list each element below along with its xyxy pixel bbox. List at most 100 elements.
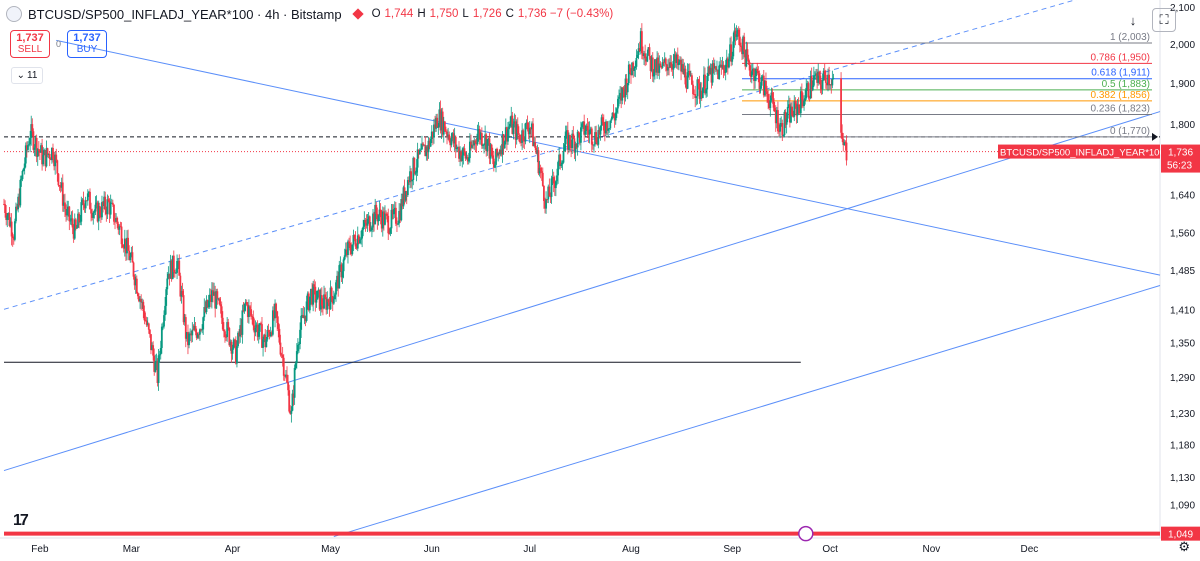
candle-body xyxy=(332,299,335,304)
candle-body xyxy=(631,62,633,76)
candle-body xyxy=(387,215,390,234)
candle-body xyxy=(228,327,231,346)
candle-body xyxy=(374,204,377,225)
buy-button[interactable]: 1,737 BUY xyxy=(67,30,108,58)
candle-body xyxy=(125,238,127,254)
candle-body xyxy=(591,144,594,146)
candle-body xyxy=(751,68,754,72)
candle-body xyxy=(65,208,67,216)
indicators-toggle[interactable]: ⌄ 11 xyxy=(11,67,43,84)
candle-body xyxy=(427,140,430,153)
candle-body xyxy=(324,294,327,298)
candle-body xyxy=(35,137,38,157)
candle-body xyxy=(687,70,690,73)
candle-body xyxy=(659,63,662,66)
candle-body xyxy=(280,354,283,356)
candle-body xyxy=(398,210,401,224)
candle-body xyxy=(279,342,282,355)
candle-body xyxy=(603,130,606,134)
candle-body xyxy=(831,78,834,86)
candle-body xyxy=(551,177,554,179)
symbol-logo-icon xyxy=(6,6,22,22)
candle-body xyxy=(458,147,460,159)
candle-body xyxy=(185,332,188,339)
candle-body xyxy=(256,324,259,337)
candle-body xyxy=(578,133,581,143)
candle-body xyxy=(793,101,796,117)
candle-body xyxy=(491,155,494,159)
symbol-title[interactable]: BTCUSD/SP500_INFLADJ_YEAR*100 · 4h · Bit… xyxy=(28,6,342,22)
candle-body xyxy=(418,149,421,155)
candle-body xyxy=(724,64,727,73)
candle-body xyxy=(179,275,182,297)
candle-body xyxy=(277,322,280,329)
maximize-icon[interactable]: ⛶ xyxy=(1152,8,1176,32)
candle-body xyxy=(532,123,534,147)
candle-body xyxy=(366,219,369,226)
candle-body xyxy=(214,291,217,309)
candle-body xyxy=(517,133,520,135)
candle-body xyxy=(589,128,592,130)
candle-body xyxy=(177,260,180,262)
candle-body xyxy=(43,150,46,155)
candle-body xyxy=(8,213,11,226)
candle-body xyxy=(495,148,497,165)
candle-body xyxy=(459,151,461,159)
candle-body xyxy=(83,204,86,209)
candle-body xyxy=(199,329,201,335)
y-tick-label: 1,800 xyxy=(1170,120,1195,131)
candle-body xyxy=(363,220,366,227)
candle-body xyxy=(381,211,384,229)
candle-body xyxy=(657,57,660,73)
candle-body xyxy=(639,31,642,52)
candle-body xyxy=(507,129,509,142)
candle-body xyxy=(595,132,598,143)
candle-body xyxy=(453,136,456,144)
candle-body xyxy=(96,202,99,222)
candle-body xyxy=(270,332,273,335)
candle-body xyxy=(685,84,688,89)
candle-body xyxy=(818,71,821,76)
candle-body xyxy=(64,202,66,209)
candle-body xyxy=(373,213,375,225)
candle-body xyxy=(62,202,65,206)
candle-body xyxy=(288,390,291,412)
candle-body xyxy=(735,34,738,37)
candle-body xyxy=(790,106,792,123)
candle-body xyxy=(56,160,59,174)
candle-body xyxy=(140,298,143,303)
candle-body xyxy=(227,322,230,328)
candle-body xyxy=(24,145,27,164)
candle-body xyxy=(319,295,322,310)
tradingview-logo-icon: 17 xyxy=(13,512,29,529)
candle-body xyxy=(440,111,443,131)
candle-body xyxy=(478,129,481,140)
candle-body xyxy=(194,326,197,332)
candle-body xyxy=(238,332,241,337)
candle-body xyxy=(543,185,545,202)
candle-body xyxy=(524,123,527,142)
candle-body xyxy=(789,104,791,123)
candle-body xyxy=(757,71,760,74)
candle-body xyxy=(553,183,556,189)
candle-body xyxy=(624,78,627,98)
candle-body xyxy=(129,256,132,261)
candle-body xyxy=(802,99,804,107)
sell-button[interactable]: 1,737 SELL xyxy=(10,30,50,58)
settings-gear-icon[interactable]: ⚙ xyxy=(1178,539,1190,554)
x-tick-label: Nov xyxy=(923,544,941,555)
scroll-down-icon[interactable]: ↓ xyxy=(1129,12,1137,28)
candle-body xyxy=(165,289,168,306)
y-tick-label: 1,900 xyxy=(1170,79,1195,90)
candle-body xyxy=(37,148,40,151)
candle-body xyxy=(158,354,161,356)
candle-body xyxy=(386,213,389,216)
candle-body xyxy=(508,126,510,130)
candle-body xyxy=(167,273,170,279)
candle-body xyxy=(340,264,343,278)
candle-body xyxy=(73,219,76,239)
candle-body xyxy=(61,182,64,206)
candle-body xyxy=(412,157,415,180)
candle-body xyxy=(500,149,503,155)
